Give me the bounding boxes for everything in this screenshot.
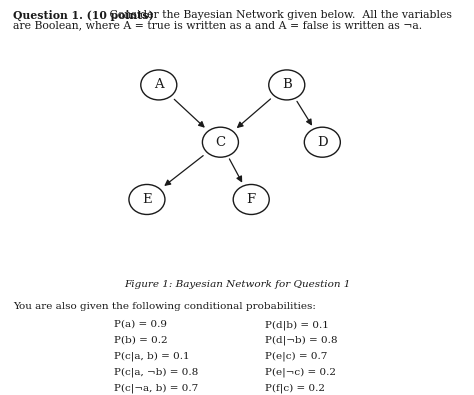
Ellipse shape <box>202 127 238 157</box>
Text: P(a) = 0.9: P(a) = 0.9 <box>114 320 167 329</box>
Text: Question 1. (10 points): Question 1. (10 points) <box>13 10 154 21</box>
Text: P(c|a, b) = 0.1: P(c|a, b) = 0.1 <box>114 352 190 361</box>
Text: P(e|c) = 0.7: P(e|c) = 0.7 <box>265 352 328 361</box>
Text: A: A <box>154 79 164 91</box>
Text: P(e|¬c) = 0.2: P(e|¬c) = 0.2 <box>265 367 337 377</box>
Text: Consider the Bayesian Network given below.  All the variables: Consider the Bayesian Network given belo… <box>106 10 452 20</box>
Text: Figure 1: Bayesian Network for Question 1: Figure 1: Bayesian Network for Question … <box>124 280 350 290</box>
Text: B: B <box>282 79 292 91</box>
Ellipse shape <box>129 184 165 214</box>
Text: P(f|c) = 0.2: P(f|c) = 0.2 <box>265 383 326 393</box>
Text: P(c|¬a, b) = 0.7: P(c|¬a, b) = 0.7 <box>114 383 198 393</box>
Text: P(c|a, ¬b) = 0.8: P(c|a, ¬b) = 0.8 <box>114 367 198 377</box>
Ellipse shape <box>269 70 305 100</box>
Text: D: D <box>317 136 328 149</box>
Text: You are also given the following conditional probabilities:: You are also given the following conditi… <box>13 302 316 311</box>
Ellipse shape <box>304 127 340 157</box>
Ellipse shape <box>233 184 269 214</box>
Text: P(b) = 0.2: P(b) = 0.2 <box>114 336 167 345</box>
Text: E: E <box>142 193 152 206</box>
Text: P(d|b) = 0.1: P(d|b) = 0.1 <box>265 320 329 329</box>
Text: are Boolean, where A = true is written as a and A = false is written as ¬a.: are Boolean, where A = true is written a… <box>13 21 422 30</box>
Text: F: F <box>246 193 256 206</box>
Text: C: C <box>215 136 226 149</box>
Ellipse shape <box>141 70 177 100</box>
Text: P(d|¬b) = 0.8: P(d|¬b) = 0.8 <box>265 336 338 345</box>
